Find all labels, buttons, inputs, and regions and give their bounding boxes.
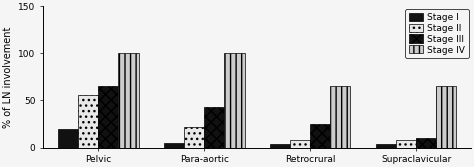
Bar xyxy=(416,138,436,148)
Bar xyxy=(98,86,118,148)
Legend: Stage I, Stage II, Stage III, Stage IV: Stage I, Stage II, Stage III, Stage IV xyxy=(405,9,468,58)
Bar xyxy=(330,86,350,148)
Bar xyxy=(270,144,290,148)
Bar xyxy=(436,86,456,148)
Bar xyxy=(376,144,396,148)
Bar xyxy=(224,53,245,148)
Bar xyxy=(396,140,416,148)
Bar xyxy=(204,107,224,148)
Bar xyxy=(290,140,310,148)
Bar xyxy=(184,127,204,148)
Bar xyxy=(310,124,330,148)
Bar xyxy=(118,53,138,148)
Bar xyxy=(78,95,98,148)
Bar xyxy=(164,143,184,148)
Bar xyxy=(58,129,78,148)
Y-axis label: % of LN involvement: % of LN involvement xyxy=(3,26,13,128)
